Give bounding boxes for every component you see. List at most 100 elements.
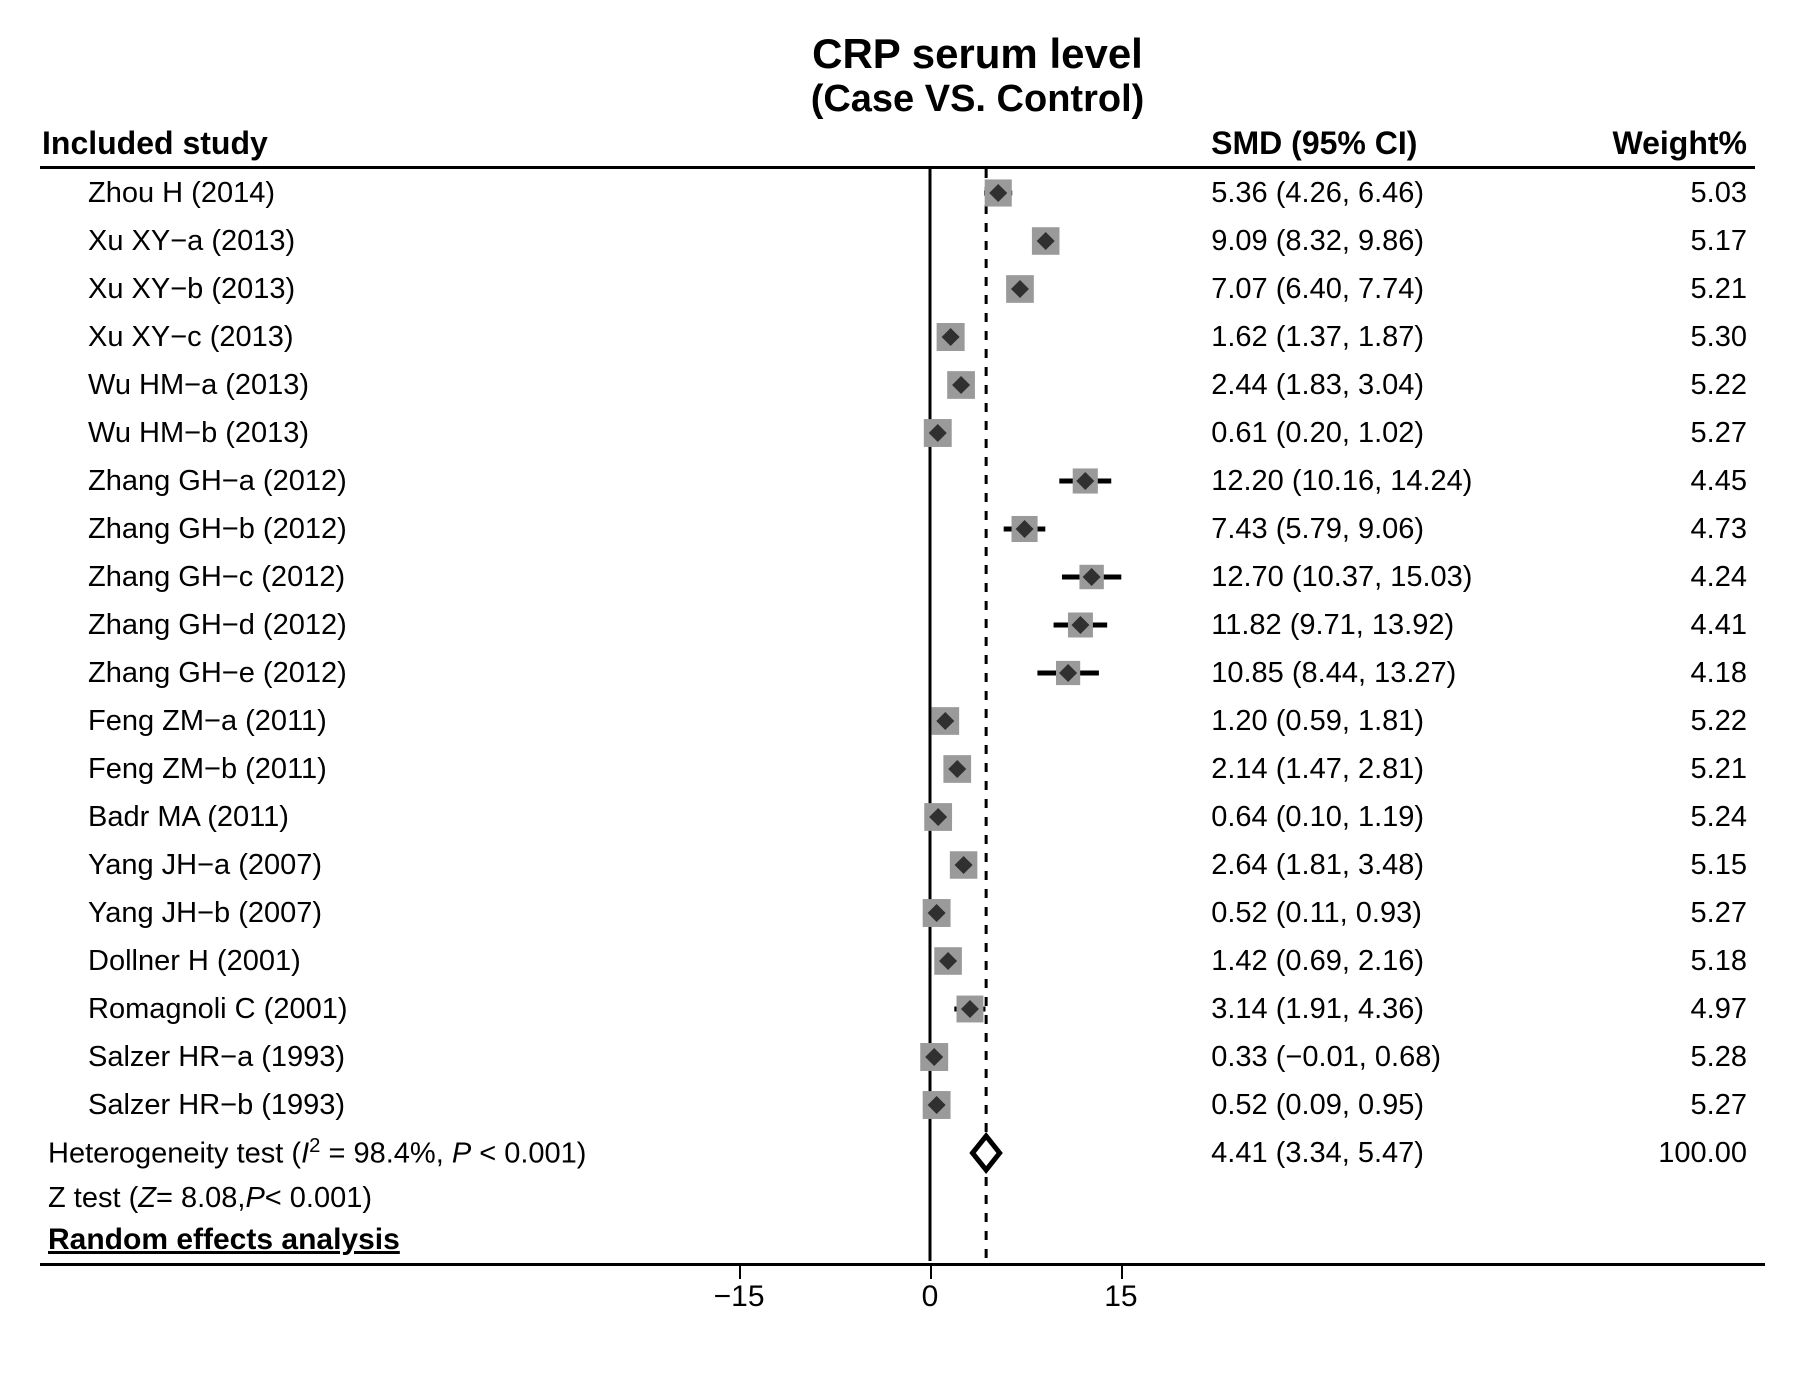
header-smd: SMD (95% CI) bbox=[1203, 125, 1556, 162]
study-row: Feng ZM−b (2011) 2.14 (1.47, 2.81)5.21 bbox=[40, 745, 1755, 793]
study-smd: 12.20 (10.16, 14.24) bbox=[1203, 465, 1556, 498]
study-row: Xu XY−c (2013) 1.62 (1.37, 1.87)5.30 bbox=[40, 313, 1755, 361]
title-sub: (Case VS. Control) bbox=[200, 78, 1755, 121]
axis-tick bbox=[739, 1263, 741, 1279]
x-axis: −15 0 15 bbox=[40, 1263, 1765, 1323]
study-row: Zhou H (2014) 5.36 (4.26, 6.46)5.03 bbox=[40, 169, 1755, 217]
analysis-type: Random effects analysis bbox=[40, 1219, 1755, 1261]
study-row: Zhang GH−a (2012) 12.20 (10.16, 14.24)4.4… bbox=[40, 457, 1755, 505]
study-weight: 5.30 bbox=[1556, 321, 1755, 354]
study-weight: 5.24 bbox=[1556, 801, 1755, 834]
study-smd: 5.36 (4.26, 6.46) bbox=[1203, 177, 1556, 210]
study-row: Wu HM−a (2013) 2.44 (1.83, 3.04)5.22 bbox=[40, 361, 1755, 409]
study-smd: 11.82 (9.71, 13.92) bbox=[1203, 609, 1556, 642]
axis-tick-label: 0 bbox=[922, 1280, 939, 1314]
study-label: Feng ZM−b (2011) bbox=[40, 753, 647, 786]
study-label: Yang JH−a (2007) bbox=[40, 849, 647, 882]
heterogeneity-text: Heterogeneity test (I2 = 98.4%, P < 0.00… bbox=[40, 1135, 646, 1171]
study-smd: 3.14 (1.91, 4.36) bbox=[1203, 993, 1556, 1026]
study-row: Zhang GH−e (2012) 10.85 (8.44, 13.27)4.18 bbox=[40, 649, 1755, 697]
study-smd: 0.52 (0.09, 0.95) bbox=[1203, 1089, 1556, 1122]
study-smd: 1.62 (1.37, 1.87) bbox=[1203, 321, 1556, 354]
study-weight: 4.97 bbox=[1556, 993, 1755, 1026]
study-label: Wu HM−b (2013) bbox=[40, 417, 647, 450]
summary-smd: 4.41 (3.34, 5.47) bbox=[1203, 1137, 1556, 1170]
z-test-text: Z test (Z = 8.08, P < 0.001) bbox=[40, 1177, 1755, 1219]
study-label: Salzer HR−b (1993) bbox=[40, 1089, 647, 1122]
axis-tick-label: −15 bbox=[714, 1280, 765, 1314]
study-label: Badr MA (2011) bbox=[40, 801, 647, 834]
study-row: Wu HM−b (2013) 0.61 (0.20, 1.02)5.27 bbox=[40, 409, 1755, 457]
study-smd: 1.42 (0.69, 2.16) bbox=[1203, 945, 1556, 978]
study-smd: 7.43 (5.79, 9.06) bbox=[1203, 513, 1556, 546]
study-smd: 2.14 (1.47, 2.81) bbox=[1203, 753, 1556, 786]
study-weight: 5.22 bbox=[1556, 369, 1755, 402]
study-row: Zhang GH−b (2012) 7.43 (5.79, 9.06)4.73 bbox=[40, 505, 1755, 553]
study-row: Dollner H (2001) 1.42 (0.69, 2.16)5.18 bbox=[40, 937, 1755, 985]
axis-tick-label: 15 bbox=[1104, 1280, 1137, 1314]
study-weight: 5.28 bbox=[1556, 1041, 1755, 1074]
study-label: Feng ZM−a (2011) bbox=[40, 705, 647, 738]
study-row: Salzer HR−b (1993) 0.52 (0.09, 0.95)5.27 bbox=[40, 1081, 1755, 1129]
axis-tick bbox=[930, 1263, 932, 1279]
study-smd: 1.20 (0.59, 1.81) bbox=[1203, 705, 1556, 738]
study-label: Zhou H (2014) bbox=[40, 177, 647, 210]
study-label: Wu HM−a (2013) bbox=[40, 369, 647, 402]
summary-row: Heterogeneity test (I2 = 98.4%, P < 0.00… bbox=[40, 1129, 1755, 1177]
study-label: Salzer HR−a (1993) bbox=[40, 1041, 647, 1074]
study-weight: 5.17 bbox=[1556, 225, 1755, 258]
study-row: Yang JH−b (2007) 0.52 (0.11, 0.93)5.27 bbox=[40, 889, 1755, 937]
study-weight: 5.21 bbox=[1556, 273, 1755, 306]
study-weight: 4.18 bbox=[1556, 657, 1755, 690]
study-weight: 5.22 bbox=[1556, 705, 1755, 738]
forest-body: Zhou H (2014) 5.36 (4.26, 6.46)5.03 Xu XY−… bbox=[40, 169, 1755, 1261]
study-weight: 5.18 bbox=[1556, 945, 1755, 978]
study-weight: 4.73 bbox=[1556, 513, 1755, 546]
study-label: Xu XY−c (2013) bbox=[40, 321, 647, 354]
study-weight: 5.21 bbox=[1556, 753, 1755, 786]
study-weight: 5.03 bbox=[1556, 177, 1755, 210]
study-weight: 5.27 bbox=[1556, 1089, 1755, 1122]
study-row: Zhang GH−d (2012) 11.82 (9.71, 13.92)4.41 bbox=[40, 601, 1755, 649]
study-label: Yang JH−b (2007) bbox=[40, 897, 647, 930]
study-smd: 2.64 (1.81, 3.48) bbox=[1203, 849, 1556, 882]
study-label: Xu XY−b (2013) bbox=[40, 273, 647, 306]
study-weight: 4.45 bbox=[1556, 465, 1755, 498]
study-smd: 7.07 (6.40, 7.74) bbox=[1203, 273, 1556, 306]
study-label: Romagnoli C (2001) bbox=[40, 993, 647, 1026]
summary-weight: 100.00 bbox=[1556, 1137, 1755, 1170]
study-smd: 0.52 (0.11, 0.93) bbox=[1203, 897, 1556, 930]
study-row: Feng ZM−a (2011) 1.20 (0.59, 1.81)5.22 bbox=[40, 697, 1755, 745]
study-smd: 0.61 (0.20, 1.02) bbox=[1203, 417, 1556, 450]
axis-tick bbox=[1121, 1263, 1123, 1279]
study-label: Zhang GH−c (2012) bbox=[40, 561, 647, 594]
study-row: Yang JH−a (2007) 2.64 (1.81, 3.48)5.15 bbox=[40, 841, 1755, 889]
study-weight: 4.41 bbox=[1556, 609, 1755, 642]
study-weight: 5.27 bbox=[1556, 897, 1755, 930]
study-row: Xu XY−b (2013) 7.07 (6.40, 7.74)5.21 bbox=[40, 265, 1755, 313]
study-label: Zhang GH−b (2012) bbox=[40, 513, 647, 546]
study-smd: 0.33 (−0.01, 0.68) bbox=[1203, 1041, 1556, 1074]
study-weight: 5.15 bbox=[1556, 849, 1755, 882]
study-label: Zhang GH−a (2012) bbox=[40, 465, 647, 498]
study-weight: 5.27 bbox=[1556, 417, 1755, 450]
study-label: Dollner H (2001) bbox=[40, 945, 647, 978]
chart-title: CRP serum level (Case VS. Control) bbox=[200, 30, 1755, 121]
header-row: Included study SMD (95% CI) Weight% bbox=[40, 125, 1755, 169]
study-smd: 0.64 (0.10, 1.19) bbox=[1203, 801, 1556, 834]
header-study: Included study bbox=[40, 125, 646, 162]
study-label: Xu XY−a (2013) bbox=[40, 225, 647, 258]
study-label: Zhang GH−e (2012) bbox=[40, 657, 647, 690]
title-main: CRP serum level bbox=[200, 30, 1755, 78]
study-label: Zhang GH−d (2012) bbox=[40, 609, 647, 642]
study-smd: 12.70 (10.37, 15.03) bbox=[1203, 561, 1556, 594]
study-weight: 4.24 bbox=[1556, 561, 1755, 594]
header-weight: Weight% bbox=[1556, 125, 1755, 162]
study-row: Salzer HR−a (1993) 0.33 (−0.01, 0.68)5.28 bbox=[40, 1033, 1755, 1081]
study-smd: 10.85 (8.44, 13.27) bbox=[1203, 657, 1556, 690]
study-smd: 2.44 (1.83, 3.04) bbox=[1203, 369, 1556, 402]
study-row: Xu XY−a (2013) 9.09 (8.32, 9.86)5.17 bbox=[40, 217, 1755, 265]
study-smd: 9.09 (8.32, 9.86) bbox=[1203, 225, 1556, 258]
study-row: Zhang GH−c (2012) 12.70 (10.37, 15.03)4.2… bbox=[40, 553, 1755, 601]
study-row: Badr MA (2011) 0.64 (0.10, 1.19)5.24 bbox=[40, 793, 1755, 841]
